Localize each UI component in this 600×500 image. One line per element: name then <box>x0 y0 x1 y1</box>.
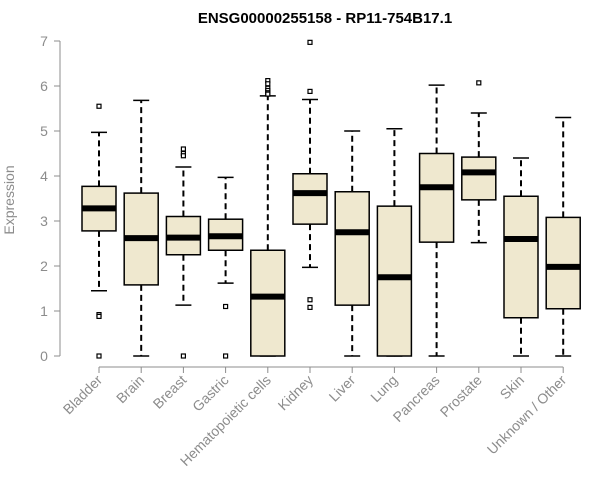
x-tick-label: Skin <box>497 372 528 403</box>
y-tick-label: 1 <box>40 303 48 319</box>
box-group <box>503 157 539 357</box>
box-group <box>418 84 455 357</box>
outlier-point <box>223 353 229 359</box>
box-rect <box>292 173 328 225</box>
y-axis-label: Expression <box>1 165 17 234</box>
y-tick-label: 2 <box>40 258 48 274</box>
box-group <box>81 103 117 359</box>
x-tick-label: Liver <box>326 372 359 405</box>
y-tick-label: 5 <box>40 123 48 139</box>
chart-title: ENSG00000255158 - RP11-754B17.1 <box>198 10 452 27</box>
box-group <box>461 80 497 244</box>
outlier-point <box>223 303 229 310</box>
box-group <box>123 99 159 357</box>
y-tick-label: 3 <box>40 213 48 229</box>
box-rect <box>250 249 286 357</box>
outlier-point <box>180 353 186 359</box>
box-rect <box>503 195 539 319</box>
outlier-point <box>476 80 482 86</box>
x-tick-label: Lung <box>367 372 400 405</box>
outlier-point <box>307 304 313 310</box>
x-tick-label: Brain <box>113 372 147 406</box>
outlier-point <box>96 353 102 359</box>
y-tick-label: 0 <box>40 348 48 364</box>
y-tick-label: 7 <box>40 33 48 49</box>
x-tick-label: Breast <box>150 372 190 412</box>
box-group <box>207 176 244 359</box>
box-group <box>334 130 370 357</box>
box-group <box>545 116 581 357</box>
outlier-point <box>180 146 186 152</box>
box-rect <box>334 191 370 306</box>
box-group <box>165 146 202 359</box>
box-group <box>292 39 328 310</box>
y-axis: 0 1 2 3 4 5 6 7 <box>40 33 61 364</box>
x-tick-label: Kidney <box>275 372 317 414</box>
outlier-point <box>180 153 186 159</box>
outlier-point <box>265 81 271 87</box>
y-tick-label: 6 <box>40 78 48 94</box>
outlier-point <box>96 103 102 109</box>
y-tick-label: 4 <box>40 168 48 184</box>
box-rect <box>418 152 455 243</box>
outlier-point <box>307 297 313 303</box>
outlier-point <box>307 39 313 45</box>
box-group <box>250 77 286 357</box>
x-tick-label: Bladder <box>60 372 106 418</box>
x-tick-label: Pancreas <box>390 372 443 425</box>
box-group <box>376 128 413 357</box>
x-tick-label: Unknown / Other <box>484 372 570 458</box>
outlier-point <box>96 313 102 319</box>
box-series <box>81 39 581 359</box>
outlier-point <box>265 91 271 97</box>
box-rect <box>461 156 497 201</box>
box-rect <box>545 216 581 310</box>
outlier-point <box>307 88 313 95</box>
x-tick-label: Prostate <box>437 372 485 420</box>
box-rect <box>376 205 413 357</box>
